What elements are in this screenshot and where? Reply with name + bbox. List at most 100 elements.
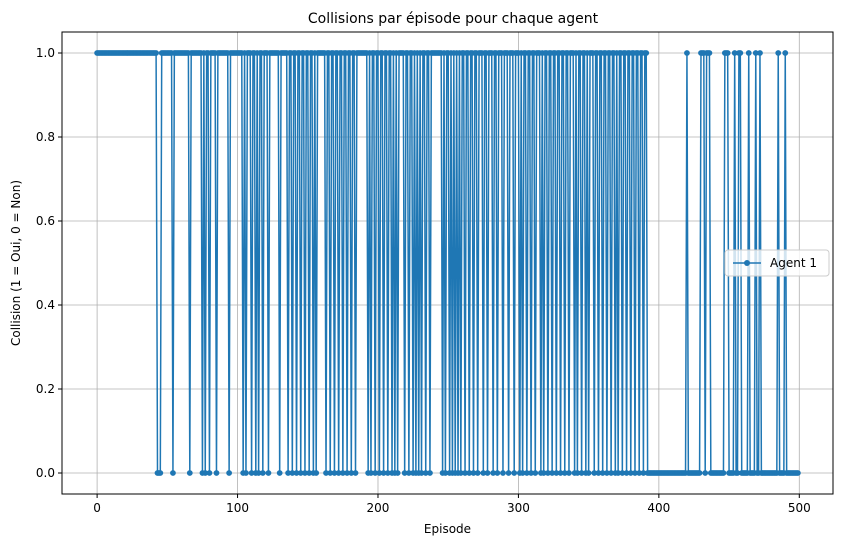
data-point (276, 470, 283, 476)
data-point (265, 470, 272, 476)
data-point (623, 470, 630, 476)
data-point (401, 470, 408, 476)
data-point (327, 470, 334, 476)
y-axis-label: Collision (1 = Oui, 0 = Non) (9, 180, 23, 346)
data-point (643, 50, 650, 56)
data-point (376, 470, 383, 476)
y-tick-label: 0.2 (36, 382, 55, 396)
series-line-agent-1 (97, 52, 798, 474)
data-point (574, 470, 581, 476)
data-point (627, 470, 634, 476)
data-point (540, 470, 547, 476)
data-point (615, 470, 622, 476)
data-point (585, 470, 592, 476)
y-tick-label: 1.0 (36, 46, 55, 60)
data-point (331, 470, 338, 476)
data-point (368, 470, 374, 476)
x-tick-label: 400 (647, 501, 670, 515)
data-point (339, 470, 346, 476)
data-point (494, 470, 501, 476)
data-point (422, 470, 429, 476)
y-tick-label: 0.6 (36, 214, 55, 228)
data-point (632, 470, 638, 476)
data-point (457, 470, 464, 476)
data-point (782, 50, 789, 56)
data-point (737, 50, 744, 56)
data-point (505, 470, 512, 476)
data-point (745, 50, 752, 56)
data-point (259, 470, 266, 476)
y-tick-label: 0.4 (36, 298, 55, 312)
data-point (186, 470, 193, 476)
data-point (348, 470, 355, 476)
data-point (640, 470, 647, 476)
x-tick-label: 200 (367, 501, 390, 515)
data-point (734, 470, 741, 476)
data-point (418, 470, 425, 476)
plot-frame (61, 31, 834, 495)
data-point (323, 470, 329, 476)
data-point (528, 470, 534, 476)
data-point (153, 50, 159, 56)
data-point (752, 50, 759, 56)
data-point (557, 470, 564, 476)
data-point (344, 470, 350, 476)
data-point (297, 470, 304, 476)
gridlines (62, 32, 833, 494)
data-point (599, 470, 606, 476)
x-tick-label: 100 (226, 501, 249, 515)
data-point (474, 470, 481, 476)
data-point (466, 470, 473, 476)
data-point (500, 470, 506, 476)
data-point (696, 470, 703, 476)
y-tick-label: 0.8 (36, 130, 55, 144)
data-point (636, 470, 643, 476)
data-point (604, 470, 610, 476)
data-point (202, 470, 209, 476)
data-point (490, 470, 497, 476)
data-point (757, 50, 763, 56)
data-point (724, 50, 731, 56)
data-point (306, 470, 313, 476)
data-point (302, 470, 308, 476)
data-point (484, 470, 491, 476)
data-point (170, 470, 176, 476)
data-point (720, 470, 727, 476)
data-point (248, 470, 255, 476)
data-point (462, 470, 468, 476)
chart-title: Collisions par épisode pour chaque agent (308, 11, 599, 27)
axis-ticks: 0 100 200 300 400 500 0.0 0.2 0.4 0.6 0.8 1.0 (36, 46, 811, 515)
data-point (226, 470, 233, 476)
data-point (731, 50, 738, 56)
legend-marker-agent-1 (744, 260, 750, 266)
data-point (532, 470, 539, 476)
data-point (519, 470, 526, 476)
data-point (684, 50, 690, 56)
data-point (255, 470, 262, 476)
data-point (313, 470, 320, 476)
data-point (335, 470, 342, 476)
data-point (591, 470, 598, 476)
data-point (352, 470, 359, 476)
x-tick-label: 300 (507, 501, 530, 515)
data-point (561, 470, 568, 476)
data-point (293, 470, 300, 476)
data-point (427, 470, 433, 476)
data-point (289, 470, 296, 476)
data-point (706, 50, 713, 56)
data-point (566, 470, 572, 476)
data-point (470, 470, 477, 476)
data-point (794, 470, 801, 476)
data-point (523, 470, 530, 476)
legend-label-agent-1: Agent 1 (770, 256, 817, 270)
data-point (549, 470, 556, 476)
data-point (608, 470, 615, 476)
data-point (775, 50, 782, 56)
data-point (442, 470, 449, 476)
data-point (394, 470, 401, 476)
data-point (480, 470, 487, 476)
data-point (213, 470, 220, 476)
data-point (595, 470, 602, 476)
series-agent-1 (94, 50, 801, 476)
